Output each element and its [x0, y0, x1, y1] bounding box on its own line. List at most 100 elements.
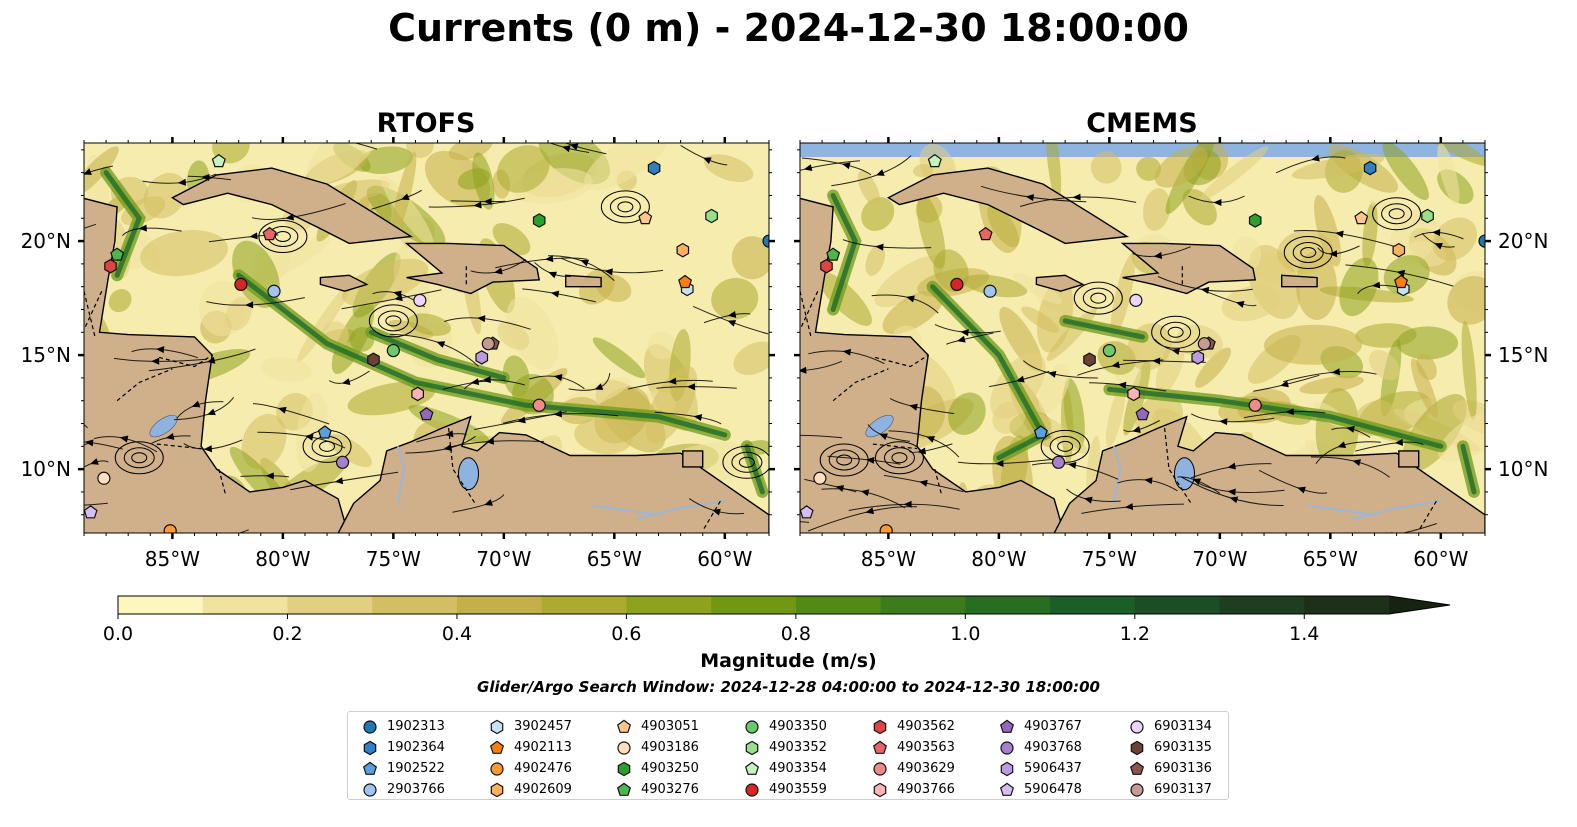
streamline-arrow: [1025, 194, 1035, 202]
colorbar-tick-label: 1.2: [1120, 623, 1150, 645]
legend-label: 4903186: [641, 740, 699, 755]
legend-marker-pentagon: [999, 719, 1015, 733]
country-border: [832, 368, 889, 402]
legend-marker-shape: [490, 761, 504, 776]
lon-tick-label: 85°W: [861, 547, 916, 571]
magnitude-patch: [1291, 153, 1385, 180]
float-marker-4903354: [211, 153, 226, 168]
streamline-arrow: [727, 310, 737, 318]
eddy-streamline: [1388, 208, 1405, 220]
eddy-streamline: [131, 452, 148, 464]
float-marker-4903768: [1051, 455, 1066, 469]
land-mass: [319, 274, 369, 292]
legend-column: 6903134 6903135 6903136 6903137: [1129, 716, 1212, 800]
streamline-arrow: [1432, 229, 1441, 237]
float-marker-6903134: [1129, 293, 1143, 307]
legend-item-4903629: 4903629: [872, 758, 955, 779]
legend-marker-hexagon: [363, 740, 377, 755]
legend-marker-shape: [873, 782, 887, 797]
legend-marker-shape: [616, 719, 632, 733]
legend-marker-shape: [1130, 719, 1144, 734]
panel-title-rtofs: RTOFS: [376, 108, 476, 139]
streamline-arrow: [334, 477, 344, 485]
streamline-arrow: [445, 430, 454, 438]
streamline-arrow: [909, 403, 918, 411]
colorbar-bin: [626, 596, 712, 614]
legend-marker-hexagon: [490, 719, 504, 734]
river: [636, 500, 725, 521]
eddy-streamline: [1082, 287, 1114, 309]
float-marker-4903562: [820, 258, 833, 274]
streamline-arrow: [919, 479, 928, 487]
streamline-arrow: [860, 489, 870, 497]
magnitude-patch: [963, 274, 1028, 298]
magnitude-patch: [1012, 272, 1063, 305]
magnitude-patch: [1045, 143, 1062, 203]
streamline-arrow: [265, 472, 274, 480]
streamline-arrow: [960, 329, 969, 337]
streamline-arrow: [561, 145, 571, 153]
streamline-arrow: [1297, 486, 1306, 494]
streamline-arrow: [317, 131, 326, 139]
magnitude-patch: [645, 365, 698, 444]
magnitude-patch: [882, 289, 944, 335]
legend-marker-pentagon: [616, 782, 632, 796]
magnitude-patch: [1432, 217, 1478, 261]
legend-marker-shape: [745, 740, 759, 755]
magnitude-patch: [496, 145, 550, 193]
legend-label: 2903766: [387, 782, 445, 797]
streamline-arrow: [1072, 193, 1081, 201]
streamline-arrow: [203, 538, 212, 547]
legend-label: 4903768: [1024, 740, 1082, 755]
map-ticks-cmems: 85°W 80°W 75°W 70°W 65°W 60°W 20°N 15°N 10°N: [794, 137, 1548, 571]
float-marker-4903051: [638, 210, 653, 225]
land-mass: [565, 274, 602, 288]
streamline-arrow: [926, 436, 935, 443]
magnitude-patch: [140, 230, 228, 277]
magnitude-patch: [457, 168, 490, 190]
streamline-arrow: [693, 414, 703, 422]
streamline-arrow: [1229, 496, 1239, 504]
magnitude-patch: [388, 319, 434, 339]
legend-item-4903563: 4903563: [872, 737, 955, 758]
streamline-arrow: [1337, 441, 1347, 448]
streamline-arrow: [84, 168, 92, 175]
magnitude-patch: [596, 274, 632, 302]
legend-label: 4903559: [769, 782, 827, 797]
river: [1308, 504, 1375, 516]
current-jet-core: [1106, 386, 1444, 449]
magnitude-patch: [731, 236, 769, 280]
lon-tick-label: 75°W: [1082, 547, 1137, 571]
legend-label: 1902522: [387, 761, 445, 776]
eddy-streamline: [617, 201, 634, 213]
magnitude-patch: [1299, 375, 1364, 395]
legend-item-4903559: 4903559: [744, 779, 827, 800]
float-marker-4903250: [1248, 213, 1262, 228]
streamline-arrow: [494, 267, 503, 275]
legend-item-4902113: 4902113: [489, 737, 572, 758]
float-marker-4903350: [386, 343, 400, 358]
legend-label: 4903629: [897, 761, 955, 776]
magnitude-patch: [307, 143, 381, 184]
colorbar-extend-arrow: [1389, 596, 1450, 614]
streamline-arrow: [865, 507, 874, 515]
streamline-arrow: [1219, 418, 1228, 426]
legend-marker-shape: [363, 719, 377, 734]
legend-item-4902476: 4902476: [489, 758, 572, 779]
colorbar-tick-label: 0.6: [611, 623, 641, 645]
float-marker-4903767: [1135, 407, 1150, 421]
streamline-arrow: [151, 357, 160, 365]
float-marker-4902609: [1392, 242, 1406, 258]
legend-item-6903136: 6903136: [1129, 758, 1212, 779]
legend-label: 1902364: [387, 740, 445, 755]
magnitude-patch: [84, 146, 119, 198]
legend-label: 3902457: [514, 719, 572, 734]
streamline: [800, 434, 843, 439]
legend-marker-shape: [1130, 782, 1144, 797]
streamline-arrow: [569, 143, 579, 151]
float-marker-4903629: [1248, 398, 1262, 412]
legend-marker-hexagon: [873, 782, 887, 797]
legend-marker-shape: [1129, 761, 1145, 775]
streamline-arrow: [1227, 462, 1236, 470]
legend-marker-shape: [1000, 740, 1014, 755]
